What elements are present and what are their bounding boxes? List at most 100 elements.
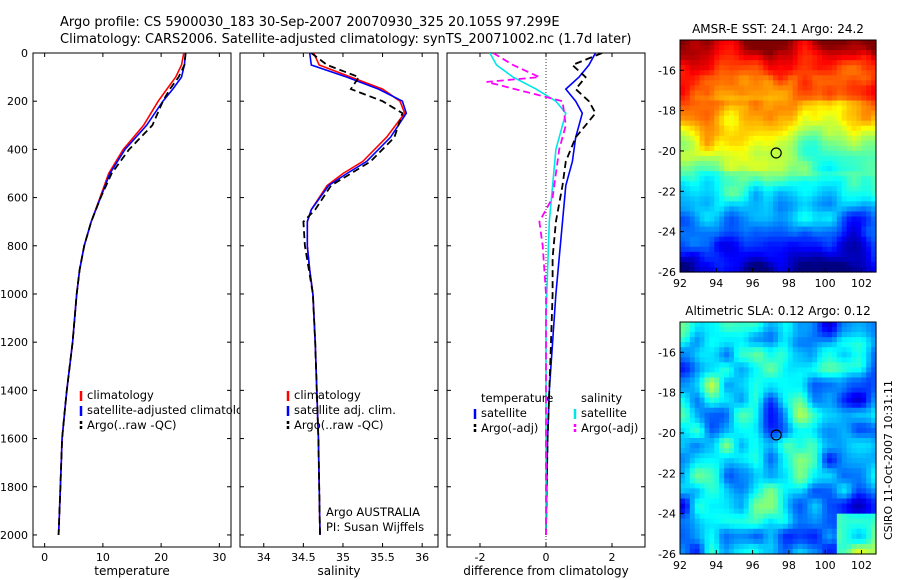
heatmap-cell xyxy=(802,45,808,51)
heatmap-cell xyxy=(729,382,735,389)
heatmap-cell xyxy=(773,40,779,46)
heatmap-cell xyxy=(831,483,838,490)
heatmap-cell xyxy=(822,150,828,157)
heatmap-cell xyxy=(787,60,794,66)
heatmap-cell xyxy=(738,156,745,162)
heatmap-cell xyxy=(709,266,715,273)
heatmap-cell xyxy=(738,322,745,328)
heatmap-cell xyxy=(719,412,725,419)
heatmap-cell xyxy=(753,256,759,263)
heatmap-cell xyxy=(812,40,818,46)
heatmap-cell xyxy=(792,140,799,147)
heatmap-cell xyxy=(758,498,764,505)
heatmap-cell xyxy=(841,85,848,92)
heatmap-cell xyxy=(748,543,755,550)
heatmap-cell xyxy=(763,135,769,142)
heatmap-cell xyxy=(822,352,828,358)
heatmap-cell xyxy=(802,125,808,132)
heatmap-cell xyxy=(836,513,843,520)
y-tick-label: 1600 xyxy=(0,433,28,446)
heatmap-cell xyxy=(680,427,686,434)
heatmap-cell xyxy=(778,40,784,46)
heatmap-cell xyxy=(699,407,706,414)
heatmap-cell xyxy=(694,241,701,248)
heatmap-cell xyxy=(768,443,774,449)
heatmap-cell xyxy=(684,236,691,243)
heatmap-cell xyxy=(802,251,808,258)
heatmap-cell xyxy=(748,65,755,71)
heatmap-cell xyxy=(807,453,813,459)
heatmap-cell xyxy=(709,402,715,409)
heatmap-cell xyxy=(861,196,867,202)
heatmap-cell xyxy=(827,498,833,505)
heatmap-cell xyxy=(773,70,779,76)
heatmap-cell xyxy=(802,432,808,439)
heatmap-cell xyxy=(763,412,769,419)
heatmap-cell xyxy=(684,45,691,51)
heatmap-cell xyxy=(866,55,872,61)
heatmap-cell xyxy=(782,216,789,223)
heatmap-cell xyxy=(709,261,715,268)
heatmap-cell xyxy=(709,85,715,92)
heatmap-cell xyxy=(729,473,735,479)
heatmap-cell xyxy=(851,538,857,545)
heatmap-cell xyxy=(694,533,701,540)
heatmap-cell xyxy=(684,115,691,122)
heatmap-cell xyxy=(714,463,720,469)
heatmap-cell xyxy=(856,206,862,213)
heatmap-cell xyxy=(836,327,843,333)
heatmap-cell xyxy=(782,221,789,228)
heatmap-cell xyxy=(871,377,877,384)
heatmap-cell xyxy=(699,533,706,540)
heatmap-cell xyxy=(753,392,759,399)
heatmap-cell xyxy=(699,176,706,182)
heatmap-cell xyxy=(724,518,730,525)
heatmap-cell xyxy=(812,362,818,368)
heatmap-cell xyxy=(792,483,799,490)
heatmap-cell xyxy=(768,392,774,399)
heatmap-cell xyxy=(836,483,843,490)
heatmap-cell xyxy=(866,407,872,414)
heatmap-cell xyxy=(807,427,813,434)
heatmap-cell xyxy=(778,125,784,132)
heatmap-cell xyxy=(807,528,813,535)
heatmap-cell xyxy=(866,75,872,81)
heatmap-cell xyxy=(846,85,853,92)
heatmap-cell xyxy=(724,55,730,61)
heatmap-cell xyxy=(831,181,838,187)
heatmap-cell xyxy=(812,246,818,253)
heatmap-cell xyxy=(831,246,838,253)
heatmap-cell xyxy=(836,186,843,192)
heatmap-cell xyxy=(694,90,701,97)
heatmap-cell xyxy=(866,548,872,555)
heatmap-cell xyxy=(841,533,848,540)
heatmap-cell xyxy=(797,75,804,81)
heatmap-cell xyxy=(714,140,720,147)
heatmap-cell xyxy=(802,478,808,484)
heatmap-cell xyxy=(748,105,755,112)
heatmap-cell xyxy=(787,498,794,505)
heatmap-cell xyxy=(773,266,779,273)
heatmap-cell xyxy=(714,488,720,495)
heatmap-cell xyxy=(851,60,857,66)
heatmap-cell xyxy=(866,266,872,273)
heatmap-cell xyxy=(714,110,720,117)
heatmap-cell xyxy=(680,246,686,253)
heatmap-cell xyxy=(753,186,759,192)
heatmap-cell xyxy=(729,181,735,187)
heatmap-cell xyxy=(831,432,838,439)
heatmap-cell xyxy=(704,518,710,525)
heatmap-cell xyxy=(778,211,784,218)
heatmap-cell xyxy=(792,186,799,192)
heatmap-cell xyxy=(684,176,691,182)
heatmap-cell xyxy=(807,367,813,374)
heatmap-cell xyxy=(792,236,799,243)
heatmap-cell xyxy=(733,75,740,81)
heatmap-cell xyxy=(822,201,828,208)
heatmap-cell xyxy=(699,55,706,61)
heatmap-cell xyxy=(787,206,794,213)
heatmap-cell xyxy=(694,352,701,358)
heatmap-cell xyxy=(797,201,804,208)
heatmap-cell xyxy=(812,251,818,258)
heatmap-cell xyxy=(836,90,843,97)
